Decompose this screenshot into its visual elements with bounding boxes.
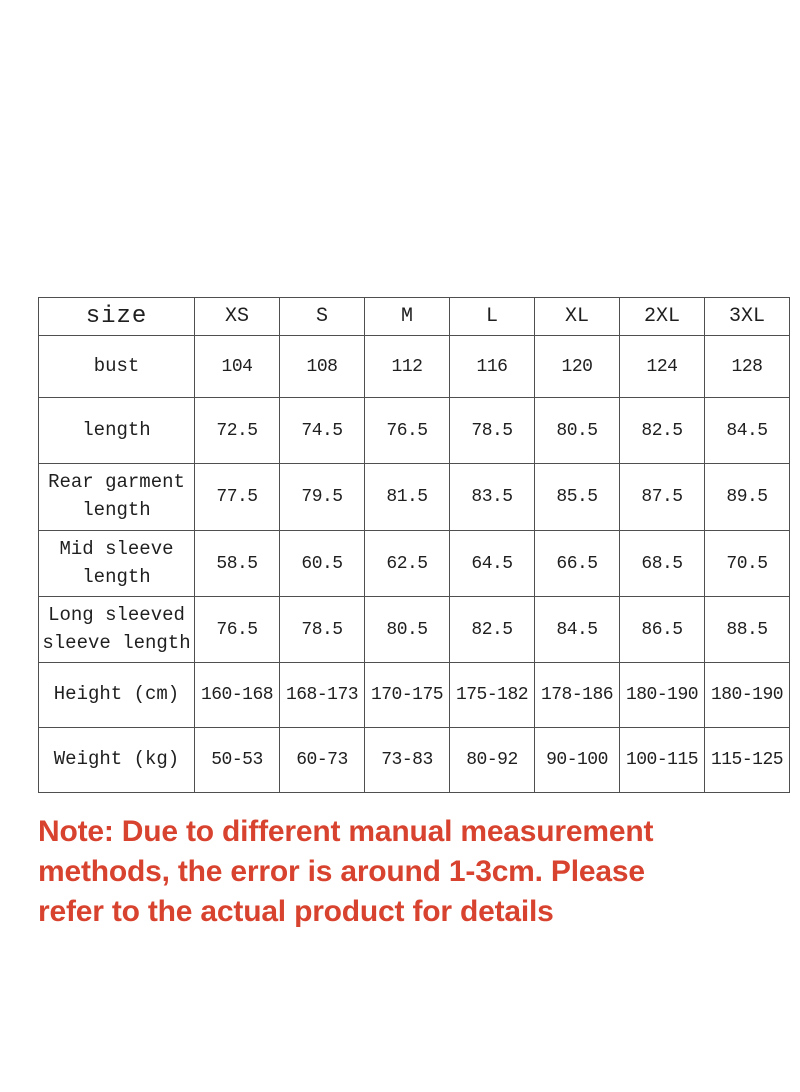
value-cell: 70.5 [704, 530, 790, 597]
value-cell: 78.5 [449, 397, 535, 464]
value-cell: 78.5 [279, 596, 365, 663]
value-cell: 80.5 [364, 596, 450, 663]
value-cell: 64.5 [449, 530, 535, 597]
value-cell: 160-168 [194, 662, 280, 728]
row-label-cell: Weight (kg) [38, 727, 195, 793]
value-cell: 82.5 [619, 397, 705, 464]
value-cell: 84.5 [704, 397, 790, 464]
size-header-cell: size [38, 297, 195, 336]
column-header-xl: XL [534, 297, 620, 336]
note-line: Note: Due to different manual measuremen… [38, 815, 654, 848]
value-cell: 180-190 [704, 662, 790, 728]
row-label-cell: Mid sleeve length [38, 530, 195, 597]
table-row: Rear garment length 77.5 79.5 81.5 83.5 85.5 8… [38, 463, 790, 531]
value-cell: 66.5 [534, 530, 620, 597]
value-cell: 79.5 [279, 463, 365, 531]
table-row: bust 104 108 112 116 120 124 128 [38, 335, 790, 398]
value-cell: 178-186 [534, 662, 620, 728]
table-row: length 72.5 74.5 76.5 78.5 80.5 82.5 84.5 [38, 397, 790, 464]
value-cell: 128 [704, 335, 790, 398]
value-cell: 120 [534, 335, 620, 398]
value-cell: 115-125 [704, 727, 790, 793]
value-cell: 87.5 [619, 463, 705, 531]
value-cell: 89.5 [704, 463, 790, 531]
value-cell: 124 [619, 335, 705, 398]
row-label-cell: Long sleeved sleeve length [38, 596, 195, 663]
value-cell: 108 [279, 335, 365, 398]
table-row: Weight (kg) 50-53 60-73 73-83 80-92 90-100 100… [38, 727, 790, 793]
value-cell: 175-182 [449, 662, 535, 728]
value-cell: 100-115 [619, 727, 705, 793]
value-cell: 85.5 [534, 463, 620, 531]
value-cell: 73-83 [364, 727, 450, 793]
column-header-2xl: 2XL [619, 297, 705, 336]
column-header-l: L [449, 297, 535, 336]
value-cell: 72.5 [194, 397, 280, 464]
value-cell: 76.5 [194, 596, 280, 663]
value-cell: 60.5 [279, 530, 365, 597]
table-header-row: size XS S M L XL 2XL 3XL [38, 297, 790, 336]
row-label-cell: bust [38, 335, 195, 398]
value-cell: 90-100 [534, 727, 620, 793]
value-cell: 80.5 [534, 397, 620, 464]
column-header-m: M [364, 297, 450, 336]
table-row: Height (cm) 160-168 168-173 170-175 175-182 1… [38, 662, 790, 728]
value-cell: 74.5 [279, 397, 365, 464]
note-text: Note: Due to different manual measuremen… [38, 812, 783, 932]
column-header-xs: XS [194, 297, 280, 336]
value-cell: 88.5 [704, 596, 790, 663]
table-row: Long sleeved sleeve length 76.5 78.5 80.5 82… [38, 596, 790, 663]
value-cell: 58.5 [194, 530, 280, 597]
column-header-3xl: 3XL [704, 297, 790, 336]
value-cell: 82.5 [449, 596, 535, 663]
value-cell: 50-53 [194, 727, 280, 793]
value-cell: 80-92 [449, 727, 535, 793]
value-cell: 168-173 [279, 662, 365, 728]
value-cell: 116 [449, 335, 535, 398]
value-cell: 77.5 [194, 463, 280, 531]
value-cell: 170-175 [364, 662, 450, 728]
value-cell: 81.5 [364, 463, 450, 531]
value-cell: 104 [194, 335, 280, 398]
table-row: Mid sleeve length 58.5 60.5 62.5 64.5 66.5 68.… [38, 530, 790, 597]
row-label-cell: length [38, 397, 195, 464]
note-line: methods, the error is around 1-3cm. Plea… [38, 855, 645, 888]
value-cell: 180-190 [619, 662, 705, 728]
value-cell: 86.5 [619, 596, 705, 663]
row-label-cell: Height (cm) [38, 662, 195, 728]
value-cell: 84.5 [534, 596, 620, 663]
column-header-s: S [279, 297, 365, 336]
row-label-cell: Rear garment length [38, 463, 195, 531]
value-cell: 62.5 [364, 530, 450, 597]
value-cell: 60-73 [279, 727, 365, 793]
size-chart-table: size XS S M L XL 2XL 3XL bust 104 108 112 116 120 124 1… [38, 297, 790, 793]
value-cell: 76.5 [364, 397, 450, 464]
value-cell: 83.5 [449, 463, 535, 531]
value-cell: 68.5 [619, 530, 705, 597]
value-cell: 112 [364, 335, 450, 398]
note-line: refer to the actual product for details [38, 895, 554, 928]
